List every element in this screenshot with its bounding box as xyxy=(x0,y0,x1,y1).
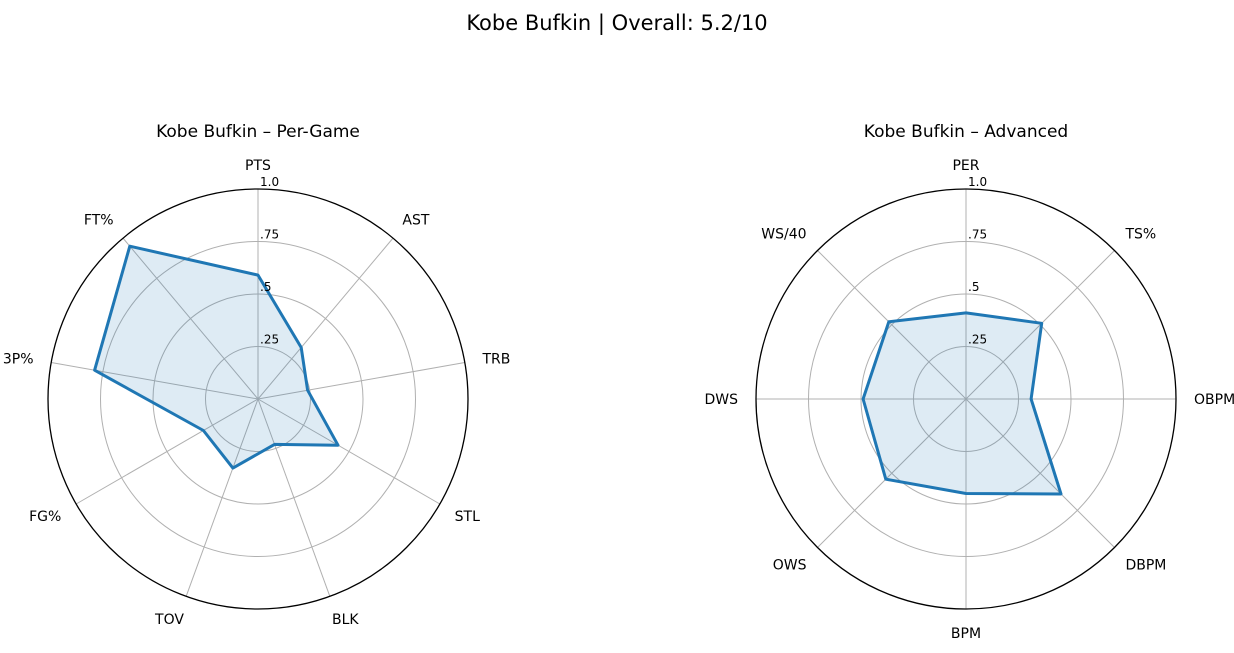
chart-title: Kobe Bufkin – Per-Game xyxy=(156,122,360,142)
series-line xyxy=(861,311,1063,496)
radial-tick-label: .75 xyxy=(260,228,279,242)
radial-gridline xyxy=(257,398,331,597)
axis-label-ft: FT% xyxy=(84,213,114,229)
radial-gridline xyxy=(257,237,394,400)
radial-tick-label: .25 xyxy=(968,333,987,347)
radial-gridline xyxy=(257,398,441,505)
axis-label-obpm: OBPM xyxy=(1194,392,1234,408)
radial-gridline xyxy=(257,362,465,400)
series-area xyxy=(863,312,1061,494)
figure-title: Kobe Bufkin | Overall: 5.2/10 xyxy=(466,11,767,36)
polar-frame xyxy=(47,188,469,610)
radial-tick-label: .75 xyxy=(968,228,987,242)
axis-label-dbpm: DBPM xyxy=(1125,557,1166,573)
axis-label-ast: AST xyxy=(402,213,429,229)
axis-label-bpm: BPM xyxy=(951,626,981,642)
radial-gridline xyxy=(817,398,967,548)
radial-gridline xyxy=(75,398,259,505)
radial-gridline xyxy=(185,398,259,597)
axis-label-ws-40: WS/40 xyxy=(761,227,806,243)
series-area xyxy=(94,246,338,469)
radial-gridline xyxy=(965,398,1115,548)
series-line xyxy=(93,244,340,470)
axis-label-blk: BLK xyxy=(332,612,359,628)
chart-title: Kobe Bufkin – Advanced xyxy=(864,122,1068,142)
radial-gridline xyxy=(122,237,259,400)
axis-label-trb: TRB xyxy=(481,351,510,367)
axis-label-stl: STL xyxy=(455,509,480,525)
axis-label-ows: OWS xyxy=(773,557,807,573)
axis-label-fg: FG% xyxy=(29,509,61,525)
radial-tick-label: 1.0 xyxy=(968,175,987,189)
radial-tick-label: .25 xyxy=(260,333,279,347)
polar-frame xyxy=(755,188,1177,610)
axis-label-3p: 3P% xyxy=(3,351,34,367)
axis-label-dws: DWS xyxy=(704,392,738,408)
axis-label-pts: PTS xyxy=(245,158,271,174)
radial-tick-label: 1.0 xyxy=(260,175,279,189)
axis-label-ts: TS% xyxy=(1124,227,1156,243)
axis-label-per: PER xyxy=(952,158,979,174)
axis-label-tov: TOV xyxy=(154,612,184,628)
radial-tick-label: .5 xyxy=(968,280,979,294)
radial-tick-label: .5 xyxy=(260,280,271,294)
radial-gridline xyxy=(817,250,967,400)
radial-gridline xyxy=(51,362,259,400)
